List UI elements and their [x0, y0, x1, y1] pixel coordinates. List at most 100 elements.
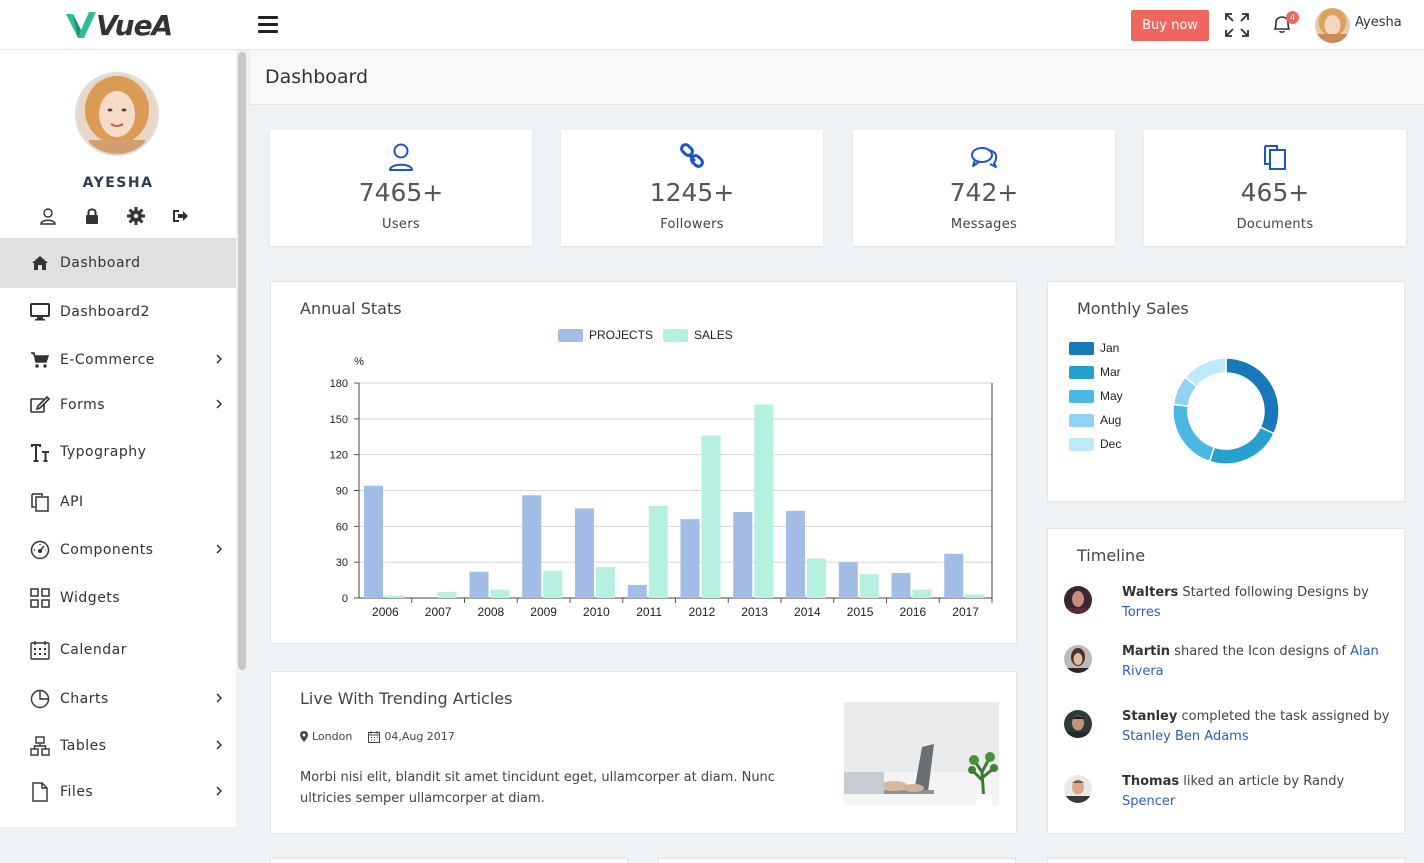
legend-item-mar[interactable]: Mar — [1069, 365, 1121, 379]
user-icon[interactable] — [38, 206, 58, 226]
annual-stats-title: Annual Stats — [300, 299, 402, 318]
chart-legend: PROJECTS SALES — [558, 328, 733, 342]
avatar[interactable] — [1315, 8, 1350, 43]
sidebar-scrollbar[interactable] — [238, 52, 246, 670]
slice-jan[interactable] — [1225, 357, 1280, 435]
timeline-link[interactable]: Stanley Ben Adams — [1122, 728, 1249, 744]
bell-icon — [1273, 16, 1291, 33]
timeline-user[interactable]: Stanley — [1122, 709, 1178, 724]
card-partial — [270, 858, 628, 863]
article-image[interactable] — [844, 702, 999, 805]
sidebar-item-widgets[interactable]: Widgets — [0, 574, 236, 622]
timeline-user[interactable]: Thomas — [1122, 774, 1180, 789]
notification-badge: 4 — [1286, 11, 1299, 24]
bar-projects-2010[interactable] — [575, 508, 594, 598]
bar-projects-2013[interactable] — [733, 512, 753, 598]
bar-sales-2010[interactable] — [596, 566, 615, 598]
map-marker-icon — [300, 731, 308, 742]
article-title[interactable]: Live With Trending Articles — [300, 689, 513, 708]
legend-item-jan[interactable]: Jan — [1069, 341, 1119, 355]
x-tick-label: 2008 — [478, 605, 505, 619]
legend-item-aug[interactable]: Aug — [1069, 413, 1121, 427]
timeline-user[interactable]: Walters — [1122, 585, 1179, 600]
calendar-icon — [30, 640, 50, 660]
bar-projects-2014[interactable] — [786, 510, 805, 598]
sidebar-item-files[interactable]: Files — [0, 768, 236, 816]
lock-icon[interactable] — [82, 206, 102, 226]
link-icon — [680, 143, 704, 168]
sidebar-item-dashboard[interactable]: Dashboard — [0, 238, 236, 288]
stat-label: Followers — [660, 217, 724, 232]
sidebar: AYESHA Dashboard Dashboard2 E-Commerce Form… — [0, 50, 236, 827]
bar-projects-2011[interactable] — [627, 584, 647, 598]
bar-sales-2014[interactable] — [807, 558, 826, 598]
profile-name: AYESHA — [82, 175, 154, 191]
sidebar-item-api[interactable]: API — [0, 478, 236, 526]
bar-sales-2017[interactable] — [965, 594, 985, 598]
sidebar-item-label: API — [60, 494, 84, 510]
bar-sales-2008[interactable] — [490, 589, 510, 598]
bar-sales-2013[interactable] — [754, 404, 774, 599]
bar-projects-2008[interactable] — [469, 571, 489, 598]
bar-sales-2007[interactable] — [437, 592, 457, 598]
sidebar-item-tables[interactable]: Tables — [0, 722, 236, 770]
menu-toggle-icon[interactable] — [258, 16, 278, 34]
sidebar-item-charts[interactable]: Charts — [0, 675, 236, 723]
sidebar-item-components[interactable]: Components — [0, 526, 236, 574]
stat-value: 1245+ — [649, 178, 735, 207]
article-location: London — [312, 730, 353, 743]
bar-sales-2006[interactable] — [385, 595, 404, 598]
bar-projects-2017[interactable] — [944, 553, 964, 598]
profile-actions — [38, 206, 190, 226]
bar-projects-2012[interactable] — [680, 519, 700, 598]
legend-label: Dec — [1100, 437, 1122, 451]
avatar[interactable] — [1064, 775, 1092, 803]
stat-card-messages: 742+ Messages — [853, 130, 1115, 246]
bar-projects-2009[interactable] — [522, 495, 542, 598]
slice-may[interactable] — [1172, 403, 1216, 463]
x-tick-label: 2010 — [583, 605, 610, 619]
sidebar-item-typography[interactable]: Typography — [0, 428, 236, 476]
timeline-link[interactable]: Alan Rivera — [1122, 644, 1379, 679]
bar-projects-2006[interactable] — [364, 485, 383, 598]
avatar[interactable] — [1064, 586, 1092, 614]
bar-sales-2011[interactable] — [648, 506, 668, 598]
timeline-link[interactable]: Spencer — [1122, 793, 1176, 809]
avatar[interactable] — [1064, 710, 1092, 738]
timeline-user[interactable]: Martin — [1122, 644, 1171, 659]
article-panel: Live With Trending Articles London 04,Au… — [270, 671, 1017, 834]
grid-icon — [30, 588, 50, 608]
bar-sales-2016[interactable] — [912, 589, 932, 598]
bar-projects-2015[interactable] — [838, 562, 858, 598]
slice-dec[interactable] — [1184, 357, 1227, 388]
bar-sales-2012[interactable] — [701, 435, 721, 598]
article-date: 04,Aug 2017 — [384, 730, 455, 743]
fullscreen-icon[interactable] — [1224, 12, 1250, 38]
sidebar-item-calendar[interactable]: Calendar — [0, 626, 236, 674]
avatar[interactable] — [1064, 645, 1092, 673]
sidebar-item-forms[interactable]: Forms — [0, 381, 236, 429]
sidebar-item-dashboard2[interactable]: Dashboard2 — [0, 288, 236, 336]
notifications-button[interactable]: 4 — [1271, 11, 1299, 39]
stat-card-documents: 465+ Documents — [1144, 130, 1406, 246]
gear-icon[interactable] — [126, 206, 146, 226]
timeline-link[interactable]: Torres — [1122, 604, 1161, 620]
legend-item-dec[interactable]: Dec — [1069, 437, 1121, 451]
sidebar-item-label: Dashboard2 — [60, 304, 150, 320]
sidebar-item-e-commerce[interactable]: E-Commerce — [0, 336, 236, 384]
buy-now-button[interactable]: Buy now — [1131, 10, 1209, 41]
username[interactable]: Ayesha — [1355, 15, 1402, 30]
stat-value: 742+ — [949, 178, 1019, 207]
legend-item-may[interactable]: May — [1069, 389, 1123, 403]
timeline-action: completed the task assigned by — [1177, 709, 1390, 724]
monthly-sales-title: Monthly Sales — [1077, 299, 1189, 318]
slice-mar[interactable] — [1208, 426, 1275, 465]
logo[interactable]: VueA — [64, 8, 173, 42]
bar-sales-2009[interactable] — [543, 570, 563, 598]
bar-sales-2015[interactable] — [859, 574, 879, 598]
sidebar-item-label: Widgets — [60, 590, 121, 606]
bar-projects-2016[interactable] — [891, 572, 911, 598]
sign-out-icon[interactable] — [170, 206, 190, 226]
legend-label-projects[interactable]: PROJECTS — [589, 328, 654, 342]
legend-label-sales[interactable]: SALES — [694, 328, 733, 342]
